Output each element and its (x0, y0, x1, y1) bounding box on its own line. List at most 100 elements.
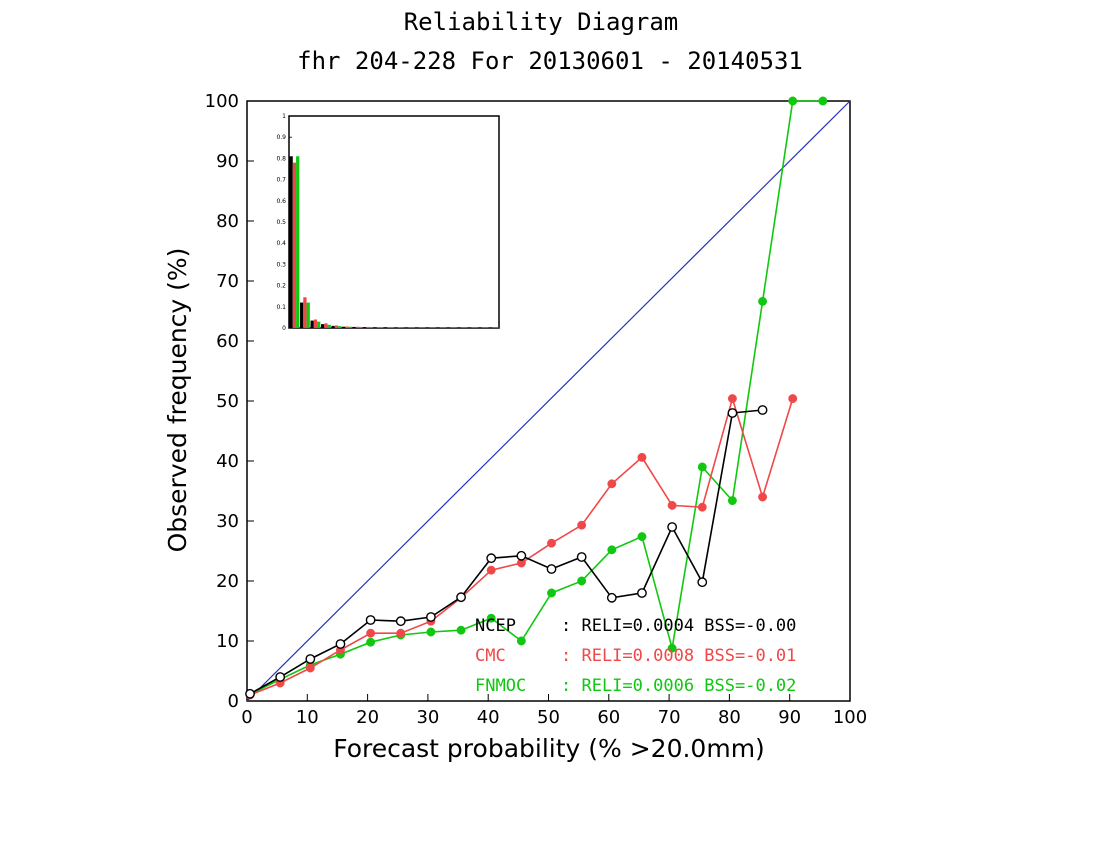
fnmoc-point (607, 545, 617, 555)
inset-bar-ncep (289, 156, 293, 328)
ncep-line (249, 409, 763, 695)
ncep-point (486, 553, 497, 564)
inset-bar-ncep (363, 327, 367, 328)
fnmoc-point (818, 96, 828, 106)
x-tick-label: 70 (658, 707, 681, 728)
ncep-point (697, 577, 708, 588)
y-tick-label: 80 (216, 211, 239, 232)
chart-subtitle: fhr 204-228 For 20130601 - 20140531 (297, 47, 803, 75)
fnmoc-point (547, 588, 556, 598)
inset-bar-ncep (321, 324, 325, 328)
ncep-point (606, 592, 617, 603)
inset-tick-label: 0.5 (276, 219, 286, 226)
ncep-point (426, 612, 436, 622)
x-tick-label: 10 (296, 707, 319, 728)
fnmoc-point (727, 496, 737, 506)
cmc-point (305, 663, 315, 673)
inset-frame (288, 115, 500, 329)
inset-bar-cmc (345, 326, 349, 328)
inset-bar-ncep (342, 326, 346, 328)
fnmoc-point (788, 96, 798, 106)
fnmoc-point (456, 625, 466, 635)
cmc-point (727, 394, 737, 404)
inset-tick-label: 0.2 (276, 283, 286, 290)
inset-tick-label: 0.6 (276, 198, 286, 205)
ncep-point (757, 405, 768, 415)
ncep-point (245, 688, 255, 699)
ncep-point (637, 588, 647, 598)
fnmoc-point (486, 613, 496, 623)
cmc-point (758, 492, 768, 502)
x-tick-label: 30 (416, 707, 439, 728)
cmc-point (697, 502, 707, 512)
x-tick-label: 50 (537, 707, 560, 728)
fnmoc-point (637, 532, 647, 542)
inset-bar-fnmoc (380, 327, 384, 328)
ncep-point (456, 592, 466, 603)
y-tick-label: 50 (216, 391, 239, 412)
cmc-point (607, 479, 617, 489)
cmc-point (788, 394, 798, 404)
inset-bar-fnmoc (348, 326, 352, 328)
inset-bar-ncep (352, 326, 356, 328)
inset-bar-cmc (334, 325, 339, 328)
inset-bar-cmc (292, 162, 297, 328)
inset-bar-cmc (355, 326, 360, 328)
cmc-point (366, 628, 376, 638)
fnmoc-point (426, 627, 436, 637)
x-axis-label: Forecast probability (% >20.0mm) (333, 734, 765, 763)
y-tick-label: 90 (216, 151, 239, 172)
inset-bar-cmc (303, 297, 307, 328)
inset-tick-label: 0 (282, 325, 286, 332)
y-tick-label: 30 (216, 511, 239, 532)
fnmoc-point (516, 636, 526, 646)
fnmoc-line (249, 100, 823, 696)
ncep-point (305, 654, 316, 664)
inset-bar-ncep (384, 327, 388, 328)
y-tick-label: 40 (216, 451, 239, 472)
inset-bar-cmc (313, 319, 318, 328)
y-tick-label: 0 (228, 691, 239, 712)
inset-bar-ncep (331, 325, 335, 328)
cmc-point (637, 452, 647, 462)
inset-bar-ncep (373, 327, 377, 328)
inset-bar-cmc (387, 327, 391, 328)
diagonal-line (246, 100, 851, 702)
inset-bar-cmc (366, 326, 370, 328)
inset-histogram: 0 0.1 0.2 0.3 0.4 0.5 0.6 0.7 0.8 0.9 1 (276, 113, 500, 332)
y-tick-label: 100 (205, 91, 239, 112)
cmc-point (667, 500, 677, 510)
inset-bar-ncep (310, 320, 314, 328)
y-tick-label: 10 (216, 631, 239, 652)
ncep-point (667, 522, 678, 532)
inset-bar-ncep (300, 302, 304, 328)
inset-bar-cmc (324, 323, 328, 328)
ncep-point (546, 564, 557, 574)
x-tick-label: 40 (477, 707, 500, 728)
legend: NCEP: RELI=0.0004 BSS=-0.00 CMC: RELI=0.0… (475, 616, 796, 696)
legend-stats-cmc: : RELI=0.0008 BSS=-0.01 (561, 646, 796, 666)
inset-bar-fnmoc (359, 326, 363, 328)
inset-bar-fnmoc (327, 324, 331, 328)
fnmoc-point (667, 643, 677, 653)
inset-tick-label: 0.9 (276, 134, 286, 141)
ncep-point (516, 550, 527, 561)
y-axis-label: Observed frequency (%) (163, 248, 192, 553)
inset-tick-label: 0.1 (276, 304, 286, 311)
inset-tick-label: 0.4 (276, 240, 286, 247)
cmc-point (396, 628, 406, 638)
legend-name-fnmoc: FNMOC (475, 676, 526, 696)
x-tick-label: 80 (718, 707, 741, 728)
cmc-point (486, 565, 496, 575)
inset-bar-fnmoc (296, 156, 300, 328)
legend-stats-ncep: : RELI=0.0004 BSS=-0.00 (561, 616, 796, 636)
inset-tick-label: 1 (282, 113, 286, 120)
y-tick-label: 60 (216, 331, 239, 352)
cmc-point (577, 520, 587, 530)
y-tick-label: 70 (216, 271, 239, 292)
legend-name-ncep: NCEP (475, 616, 516, 636)
cmc-point (547, 538, 556, 548)
x-tick-label: 100 (833, 707, 867, 728)
inset-bar-fnmoc (369, 327, 373, 328)
